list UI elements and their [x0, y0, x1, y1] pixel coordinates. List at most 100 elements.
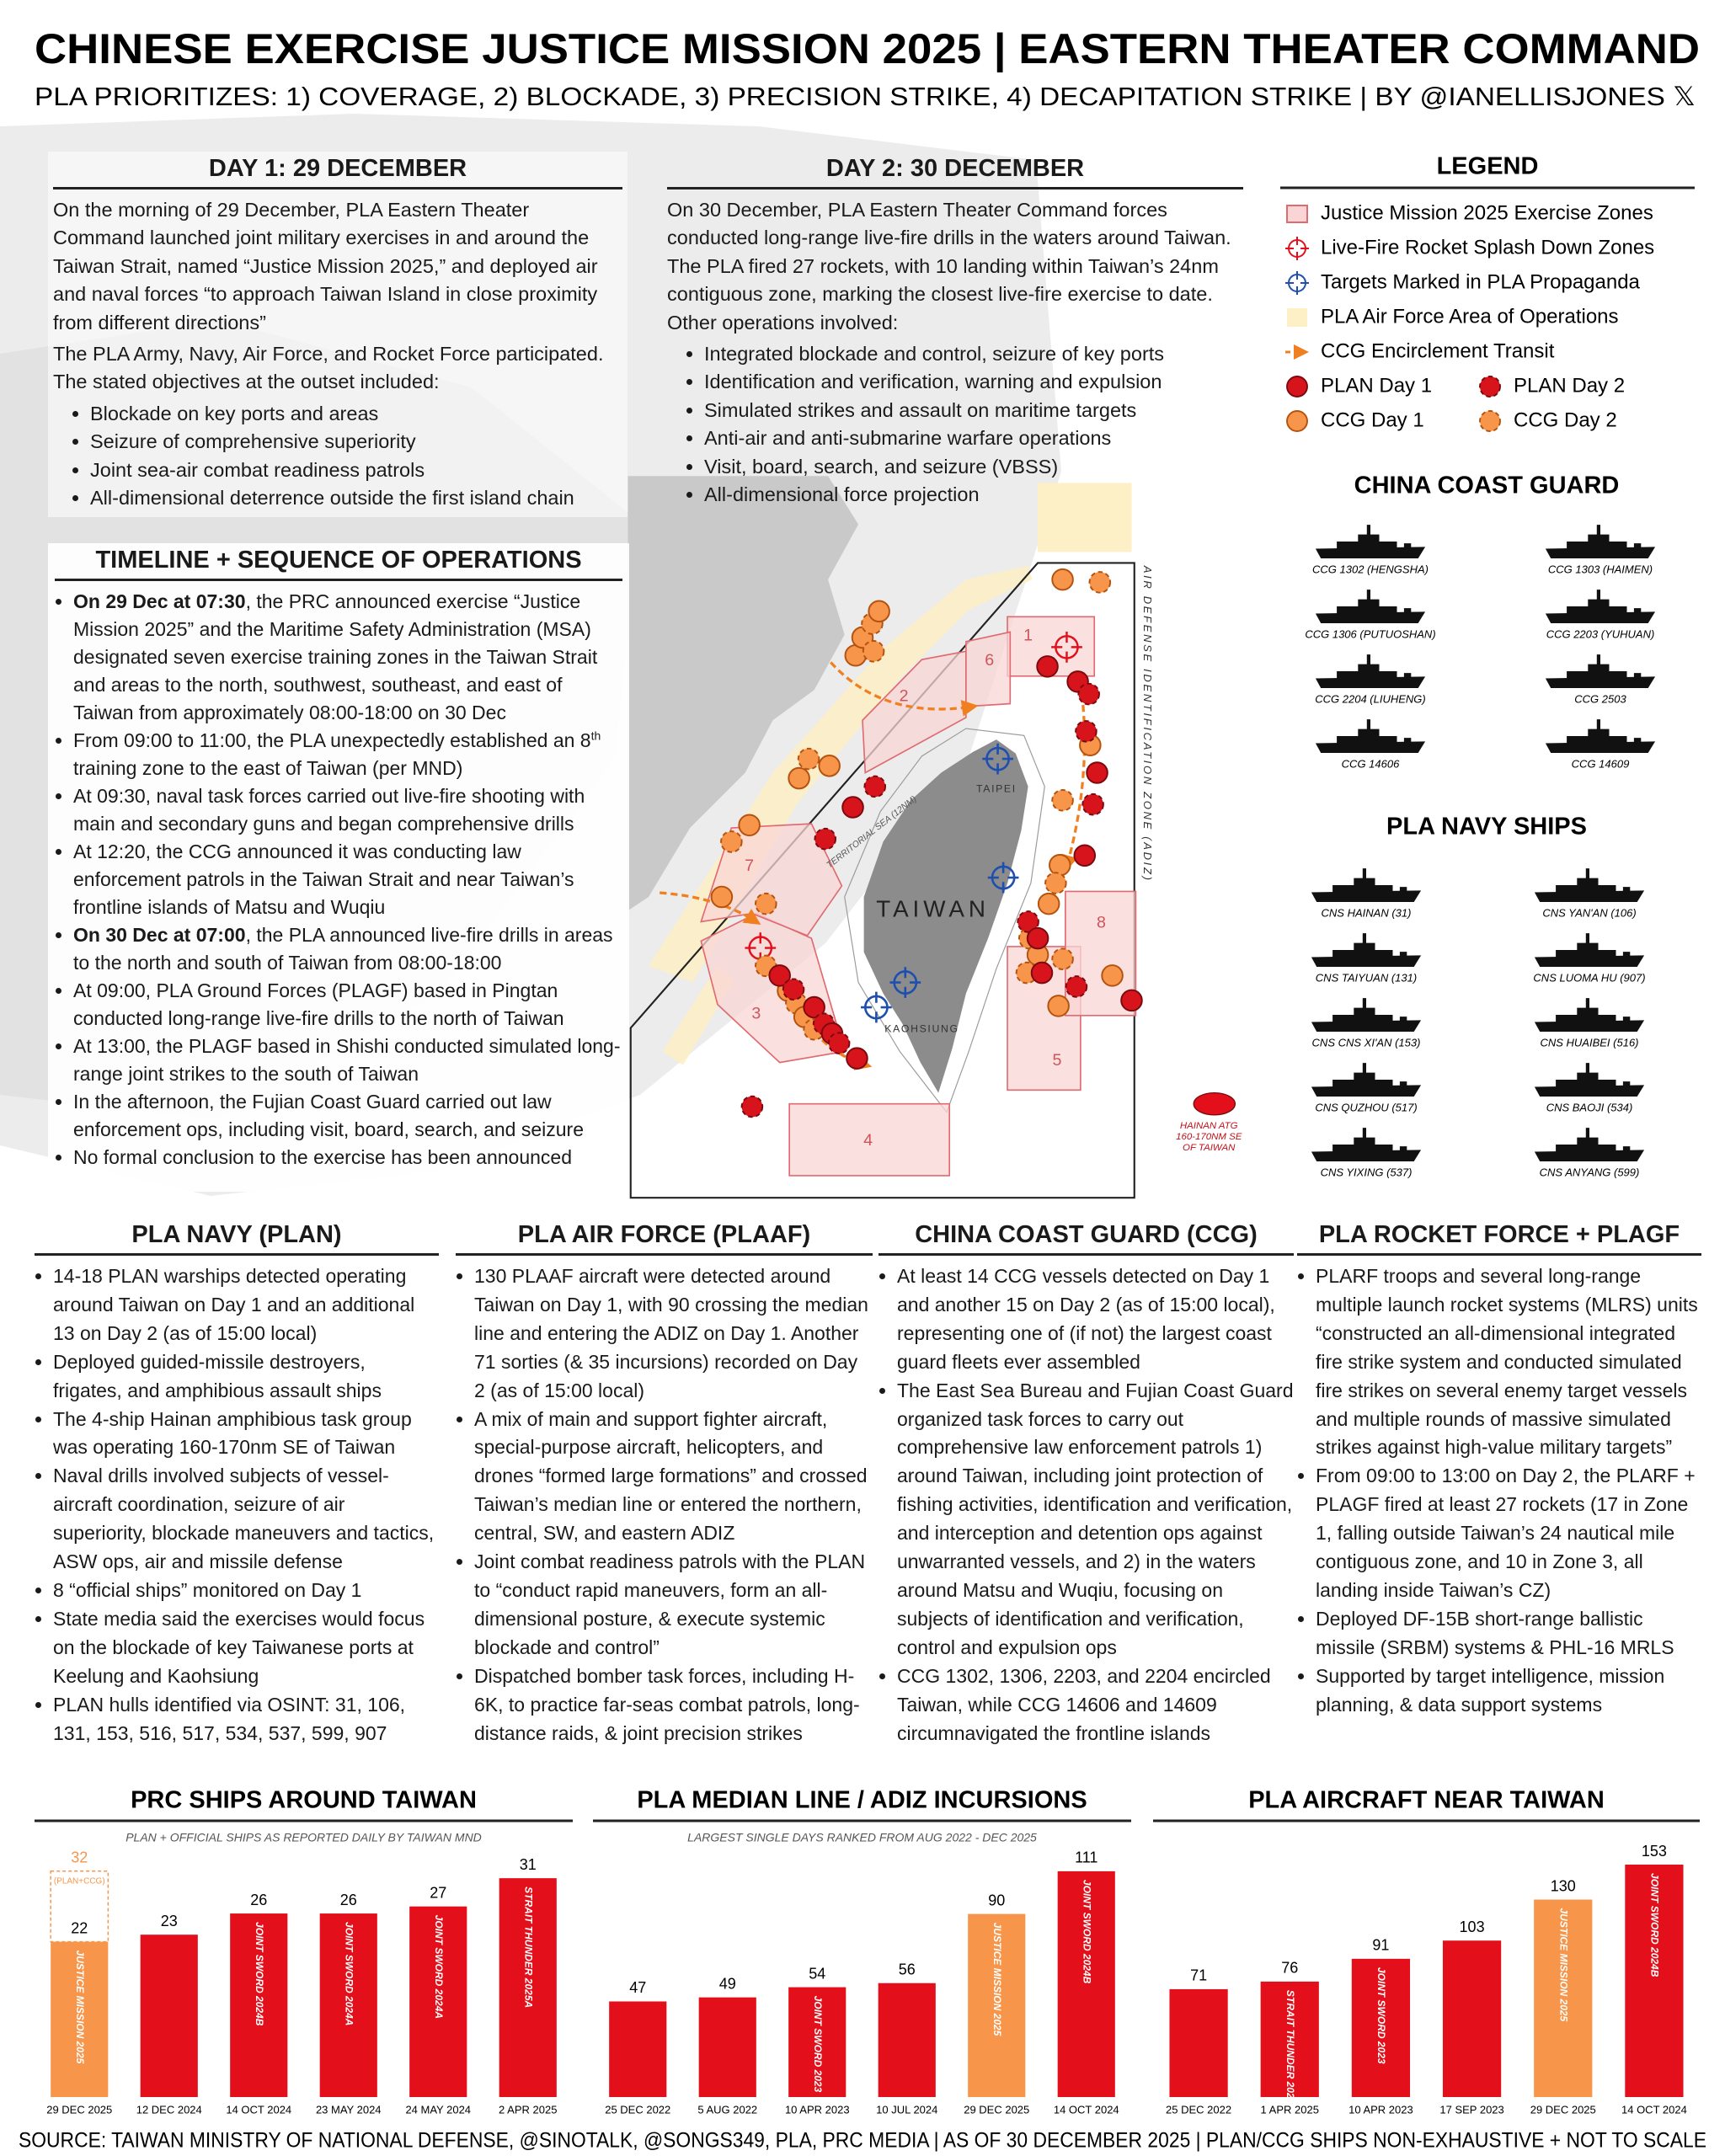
ship-hull — [1545, 547, 1656, 558]
section-title: CHINA COAST GUARD (CCG) — [879, 1218, 1294, 1256]
ship-silhouette — [1534, 868, 1645, 902]
zone-label: 1 — [1023, 626, 1033, 644]
legend-label: CCG Day 2 — [1514, 408, 1617, 431]
bar-value-label: 26 — [340, 1892, 357, 1908]
day1-paragraph: The PLA Army, Navy, Air Force, and Rocke… — [53, 343, 604, 393]
unit-dot — [1044, 872, 1067, 894]
section-bullets: 14-18 PLAN warships detected operating a… — [35, 1262, 439, 1748]
ship-silhouette — [1534, 998, 1645, 1032]
ship-silhouette — [1315, 525, 1426, 558]
x-tick-label: 25 DEC 2022 — [605, 2103, 670, 2116]
ship-caption: CCG 1306 (PUTUOSHAN) — [1305, 627, 1435, 640]
zone-label: 6 — [985, 651, 994, 670]
x-tick-label: 29 DEC 2025 — [46, 2103, 112, 2116]
bar — [1351, 1958, 1411, 2097]
unit-dot — [1081, 792, 1104, 816]
bar-value-label: 26 — [250, 1892, 267, 1908]
ship-caption: CCG 2204 (LIUHENG) — [1315, 692, 1425, 705]
day1-bullets: Blockade on key ports and areasSeizure o… — [53, 400, 622, 513]
main-title: CHINESE EXERCISE JUSTICE MISSION 2025 | … — [35, 25, 1700, 73]
chart-title: PLA MEDIAN LINE / ADIZ INCURSIONS — [637, 1787, 1087, 1814]
timeline-sup: th — [590, 728, 601, 743]
x-tick-label: 12 DEC 2024 — [136, 2103, 202, 2116]
main-subtitle: PLA PRIORITIZES: 1) COVERAGE, 2) BLOCKAD… — [35, 82, 1696, 111]
ships-title: CHINA COAST GUARD — [1354, 472, 1620, 499]
ship-hull — [1534, 955, 1645, 967]
section-bullet: PLAN hulls identified via OSINT: 31, 106… — [53, 1691, 439, 1748]
bar-value-label: 153 — [1642, 1843, 1667, 1860]
timeline-list: On 29 Dec at 07:30, the PRC announced ex… — [55, 588, 622, 1171]
section-bullets: PLARF troops and several long-range mult… — [1297, 1262, 1701, 1720]
x-tick-label: 24 MAY 2024 — [405, 2103, 471, 2116]
section-bullet: Joint combat readiness patrols with the … — [474, 1548, 873, 1662]
unit-dot — [841, 796, 864, 819]
ship-caption: CNS ANYANG (599) — [1540, 1166, 1640, 1178]
bar — [788, 1987, 846, 2097]
legend-label: CCG Encirclement Transit — [1321, 339, 1555, 362]
unit-dot — [1030, 961, 1054, 985]
mainland-coast — [628, 476, 859, 911]
bar-value-label: 49 — [719, 1975, 736, 1992]
ship-caption: CCG 1303 (HAIMEN) — [1548, 563, 1653, 575]
unit-dot — [1088, 571, 1112, 594]
bar — [51, 1941, 109, 2097]
ship-silhouette — [1315, 654, 1426, 688]
bar-value-label: 23 — [161, 1913, 178, 1929]
day2-bullet: Anti-air and anti-submarine warfare oper… — [704, 424, 1243, 452]
section-panel: PLA AIR FORCE (PLAAF) 130 PLAAF aircraft … — [456, 1218, 873, 1748]
section-bullet: At least 14 CCG vessels detected on Day … — [897, 1262, 1294, 1377]
legend-splash-cross — [1285, 237, 1309, 260]
unit-dot — [1286, 376, 1308, 398]
day2-body: On 30 December, PLA Eastern Theater Comm… — [667, 196, 1243, 509]
target-marker-cross — [982, 743, 1013, 775]
unit-dot — [710, 885, 734, 909]
ship-superstructure — [1337, 719, 1412, 744]
day1-bullet: Joint sea-air combat readiness patrols — [90, 456, 622, 484]
ship-superstructure — [1332, 933, 1407, 958]
ship-caption: CNS BAOJI (534) — [1546, 1101, 1633, 1113]
hainan-group — [1193, 1091, 1236, 1116]
bar — [140, 1935, 198, 2097]
timeline-item: No formal conclusion to the exercise has… — [73, 1144, 622, 1171]
ccg-transit — [660, 891, 761, 925]
ship-hull — [1545, 676, 1656, 688]
unit-dot — [755, 892, 777, 915]
ship-caption: CCG 1302 (HENGSHA) — [1312, 563, 1429, 575]
chart-title: PLA AIRCRAFT NEAR TAIWAN — [1248, 1787, 1605, 1814]
ship-caption: CNS HUAIBEI (516) — [1540, 1036, 1638, 1049]
ship-superstructure — [1556, 998, 1631, 1022]
unit-dot — [846, 1047, 868, 1070]
unit-dot — [1086, 761, 1108, 784]
bar — [499, 1878, 557, 2097]
zone-label: 2 — [900, 687, 909, 706]
timeline-lead: On 30 Dec at 07:00 — [73, 924, 246, 946]
section-bullet: From 09:00 to 13:00 on Day 2, the PLARF … — [1316, 1462, 1701, 1605]
bar — [1625, 1865, 1684, 2097]
x-tick-label: 2 APR 2025 — [499, 2103, 557, 2116]
bar-event-label: JUSTICE MISSION 2025 — [74, 1951, 86, 2064]
bar — [1260, 1981, 1319, 2097]
ship-caption: CCG 2203 (YUHUAN) — [1546, 627, 1655, 640]
section-title: PLA NAVY (PLAN) — [35, 1218, 439, 1256]
ship-caption: CCG 14606 — [1342, 757, 1400, 770]
bar-value-label: 27 — [430, 1884, 446, 1901]
ship-silhouette — [1315, 719, 1426, 753]
timeline-text: At 13:00, the PLAGF based in Shishi cond… — [73, 1035, 621, 1085]
unit-dot — [738, 814, 761, 837]
x-tick-label: 25 DEC 2022 — [1166, 2103, 1231, 2116]
timeline-title: TIMELINE + SEQUENCE OF OPERATIONS — [55, 543, 622, 581]
legend-label: Live-Fire Rocket Splash Down Zones — [1321, 236, 1654, 259]
x-tick-label: 1 APR 2025 — [1261, 2103, 1319, 2116]
day1-bullet: All-dimensional deterrence outside the f… — [90, 484, 622, 512]
x-tick-label: 29 DEC 2025 — [1530, 2103, 1596, 2116]
ship-silhouette — [1545, 525, 1656, 558]
ship-hull — [1311, 1020, 1422, 1032]
bar — [230, 1913, 288, 2097]
splash-zone-cross — [745, 932, 777, 963]
splash-zone-cross — [1051, 632, 1082, 663]
day2-panel: DAY 2: 30 DECEMBER On 30 December, PLA E… — [662, 152, 1248, 514]
unit-dot — [1049, 854, 1071, 877]
day2-paragraph: On 30 December, PLA Eastern Theater Comm… — [667, 199, 1231, 334]
bar-event-label: JOINT SWORD 2024A — [433, 1915, 445, 2019]
target-marker-cross — [889, 967, 921, 998]
